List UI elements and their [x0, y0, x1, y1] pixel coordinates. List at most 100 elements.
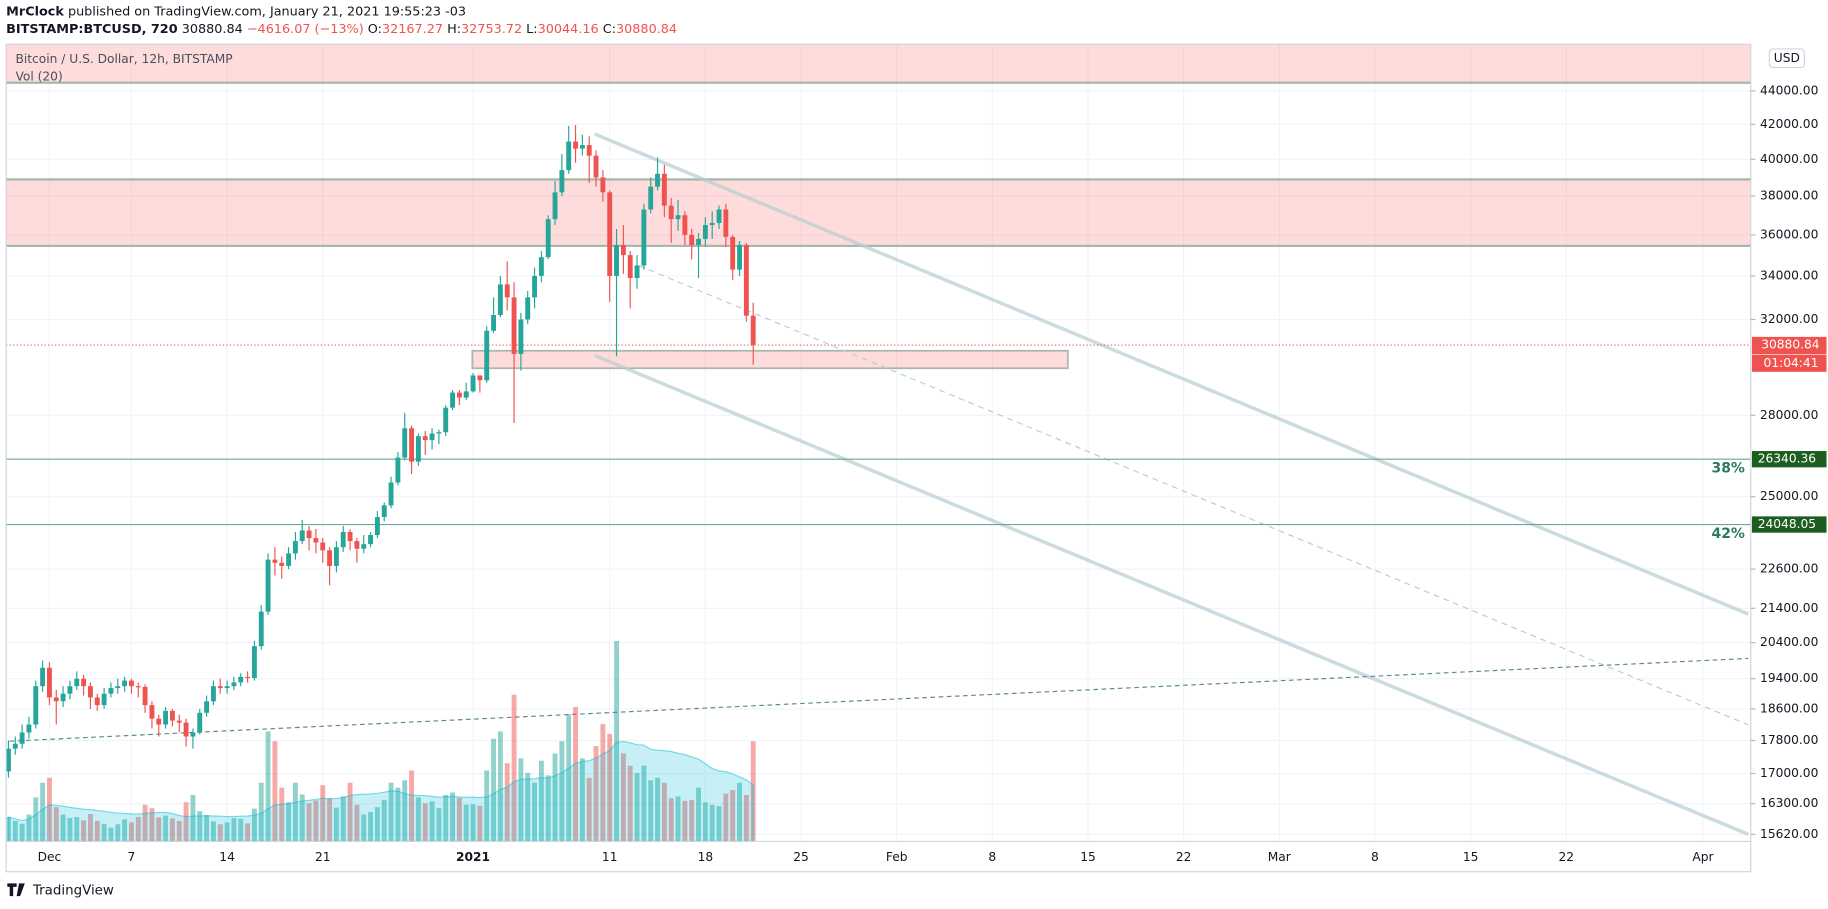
candle-body — [702, 225, 708, 239]
candle-body — [504, 284, 510, 298]
candle-body — [176, 720, 182, 723]
volume-bar — [545, 775, 551, 842]
volume-bar — [210, 821, 216, 842]
x-tick-label: 25 — [793, 850, 809, 864]
volume-bar — [101, 823, 107, 842]
volume-bar — [620, 753, 626, 842]
brand-logo — [7, 883, 25, 897]
x-tick-label: 14 — [219, 850, 235, 864]
candle-body — [354, 541, 360, 549]
volume-bar — [443, 794, 449, 842]
volume-bar — [696, 787, 701, 842]
y-tick-label: 18600.00 — [1760, 701, 1818, 715]
volume-bar — [682, 800, 688, 842]
volume-bar — [381, 799, 387, 842]
candle-body — [258, 611, 264, 647]
volume-bar — [702, 802, 708, 842]
currency-box[interactable] — [1768, 48, 1805, 69]
volume-bar — [81, 820, 87, 842]
volume-bar — [614, 640, 619, 842]
volume-bar — [340, 796, 346, 842]
o-value: 32167.27 — [382, 22, 443, 37]
volume-bar — [518, 758, 524, 842]
volume-bar — [374, 807, 380, 842]
volume-bar — [115, 824, 121, 842]
candle-body — [5, 748, 11, 772]
candle-body — [46, 667, 52, 698]
volume-bar — [743, 794, 749, 842]
candle-body — [190, 732, 196, 737]
volume-bar — [238, 818, 244, 842]
level-label: 42% — [1711, 526, 1744, 542]
candle-body — [279, 562, 285, 566]
candle-body — [484, 330, 490, 381]
candle-body — [641, 209, 647, 266]
c-label: C: — [603, 22, 616, 37]
candle-body — [306, 530, 312, 539]
candle-body — [716, 209, 722, 224]
y-tick-label: 20400.00 — [1760, 635, 1818, 649]
volume-bar — [634, 772, 640, 842]
volume-bar — [12, 820, 18, 842]
volume-bar — [566, 714, 572, 842]
volume-bar — [497, 731, 503, 842]
volume-bar — [354, 804, 360, 842]
candle-body — [292, 541, 298, 554]
level-price-box — [1751, 516, 1827, 533]
candle-body — [477, 375, 483, 381]
volume-bar — [661, 782, 667, 842]
candle-body — [511, 297, 517, 354]
volume-bar — [265, 731, 271, 842]
y-tick-label: 34000.00 — [1760, 268, 1818, 282]
volume-bar — [33, 797, 39, 842]
candle-body — [750, 315, 756, 346]
candle-body — [210, 686, 216, 702]
volume-bar — [579, 758, 585, 842]
c-value: 30880.84 — [616, 22, 677, 37]
level-price: 24048.05 — [1758, 517, 1816, 531]
volume-bar — [607, 733, 613, 842]
candle-body — [12, 743, 18, 749]
candle-body — [614, 244, 619, 276]
candle-body — [333, 547, 339, 566]
volume-bar — [19, 823, 25, 842]
candle-body — [552, 192, 558, 220]
candle-body — [402, 428, 408, 458]
h-label: H: — [447, 22, 461, 37]
zone — [6, 179, 1751, 246]
candle-body — [696, 238, 701, 245]
symbol-line: BITSTAMP:BTCUSD, 720 30880.84 −4616.07 (… — [6, 22, 677, 37]
candle-body — [709, 223, 715, 226]
level-label: 38% — [1711, 461, 1744, 477]
volume-bar — [532, 782, 537, 842]
candle-body — [33, 686, 39, 725]
volume-bar — [716, 806, 722, 842]
candle-body — [470, 375, 476, 392]
candle-body — [108, 688, 114, 694]
y-tick-label: 25000.00 — [1760, 489, 1818, 503]
volume-bar — [477, 805, 483, 842]
volume-bar — [190, 794, 196, 842]
volume-bar — [94, 820, 100, 842]
volume-bar — [388, 782, 394, 842]
candle-body — [422, 436, 428, 441]
trendline — [9, 657, 1749, 742]
candle-body — [620, 244, 626, 256]
candle-body — [682, 215, 688, 235]
candle-body — [415, 436, 421, 462]
volume-bar — [87, 814, 93, 842]
volume-bar — [709, 804, 715, 842]
candle-body — [60, 693, 66, 702]
x-tick-label: 18 — [698, 850, 714, 864]
candle-body — [340, 531, 346, 548]
volume-bar — [156, 817, 162, 842]
candle-body — [115, 686, 121, 689]
candle-body — [26, 724, 32, 733]
volume-bar — [456, 797, 462, 842]
currency[interactable]: USD — [1774, 51, 1800, 65]
volume-bar — [504, 763, 510, 842]
candle-body — [518, 319, 524, 354]
candle-body — [497, 284, 503, 315]
candle-body — [600, 177, 606, 193]
candle-body — [251, 646, 257, 678]
